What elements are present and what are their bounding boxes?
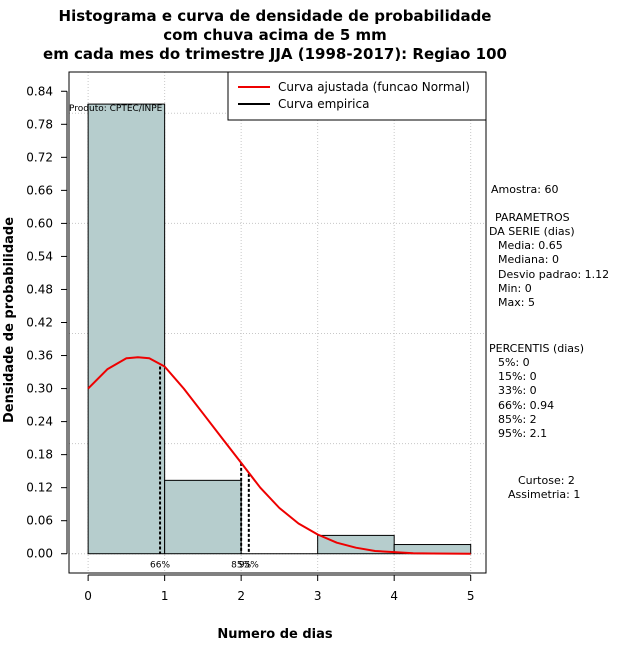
std-dev-value: Desvio padrao: 1.12 bbox=[498, 268, 609, 281]
y-tick-label: 0.24 bbox=[26, 415, 53, 429]
mean-value: Media: 0.65 bbox=[498, 239, 563, 252]
percentile-33: 33%: 0 bbox=[498, 384, 537, 397]
y-tick-label: 0.42 bbox=[26, 316, 53, 330]
chart-title-line-1: Histograma e curva de densidade de proba… bbox=[59, 7, 492, 25]
chart-title-line-2: com chuva acima de 5 mm bbox=[163, 26, 387, 44]
x-axis-label: Numero de dias bbox=[217, 627, 333, 642]
percentile-lines: 66% 85%95% bbox=[150, 366, 259, 571]
params-subtitle: DA SERIE (dias) bbox=[489, 225, 575, 238]
kurtosis-value: Curtose: 2 bbox=[518, 474, 575, 487]
sample-size: Amostra: 60 bbox=[491, 183, 558, 196]
histogram-bar bbox=[87, 103, 166, 555]
percentile-85: 85%: 2 bbox=[498, 413, 537, 426]
fitted-curve bbox=[87, 356, 471, 555]
median-value: Mediana: 0 bbox=[498, 253, 559, 266]
params-title: PARAMETROS bbox=[495, 211, 570, 224]
legend-fitted-label: Curva ajustada (funcao Normal) bbox=[278, 80, 470, 94]
y-tick-label: 0.00 bbox=[26, 547, 53, 561]
y-tick-label: 0.48 bbox=[26, 282, 53, 296]
y-tick-label: 0.60 bbox=[26, 216, 53, 230]
legend: Curva ajustada (funcao Normal) Curva emp… bbox=[227, 71, 487, 121]
percentile-label: 85% bbox=[231, 561, 251, 571]
percentile-label: 95% bbox=[239, 561, 259, 571]
fitted-curve-group bbox=[87, 356, 471, 555]
y-tick-label: 0.36 bbox=[26, 349, 53, 363]
y-tick-label: 0.30 bbox=[26, 382, 53, 396]
percentile-label: 66% bbox=[150, 561, 170, 571]
percentile-66: 66%: 0.94 bbox=[498, 399, 554, 412]
x-tick-label: 0 bbox=[84, 589, 92, 603]
x-tick-label: 5 bbox=[467, 589, 475, 603]
percentile-15: 15%: 0 bbox=[498, 370, 537, 383]
histogram-bars bbox=[87, 103, 472, 555]
y-tick-label: 0.78 bbox=[26, 117, 53, 131]
y-tick-label: 0.84 bbox=[26, 84, 53, 98]
y-tick-label: 0.66 bbox=[26, 183, 53, 197]
y-tick-label: 0.06 bbox=[26, 514, 53, 528]
max-value: Max: 5 bbox=[498, 296, 535, 309]
min-value: Min: 0 bbox=[498, 282, 532, 295]
histogram-bar bbox=[164, 479, 242, 555]
chart-title-line-3: em cada mes do trimestre JJA (1998-2017)… bbox=[43, 45, 507, 63]
x-tick-label: 3 bbox=[314, 589, 322, 603]
y-tick-label: 0.72 bbox=[26, 150, 53, 164]
skewness-value: Assimetria: 1 bbox=[508, 488, 580, 501]
x-tick-label: 2 bbox=[237, 589, 245, 603]
legend-empirical-label: Curva empirica bbox=[278, 97, 369, 111]
producer-label: Produto: CPTEC/INPE bbox=[69, 104, 163, 114]
y-tick-label: 0.12 bbox=[26, 481, 53, 495]
y-tick-label: 0.18 bbox=[26, 448, 53, 462]
x-tick-label: 1 bbox=[161, 589, 169, 603]
y-tick-label: 0.54 bbox=[26, 249, 53, 263]
percentile-5: 5%: 0 bbox=[498, 356, 530, 369]
percentile-95: 95%: 2.1 bbox=[498, 427, 547, 440]
legend-box bbox=[227, 71, 487, 121]
x-tick-label: 4 bbox=[390, 589, 398, 603]
y-axis-label: Densidade de probabilidade bbox=[2, 217, 17, 423]
stats-panel: Amostra: 60 PARAMETROS DA SERIE (dias) M… bbox=[489, 183, 609, 501]
axes: 0 1 2 3 4 5 0.00 0.06 0.12 0.18 0.24 0.30 0.36 0.42 0.… bbox=[26, 84, 474, 603]
percentiles-title: PERCENTIS (dias) bbox=[489, 342, 584, 355]
